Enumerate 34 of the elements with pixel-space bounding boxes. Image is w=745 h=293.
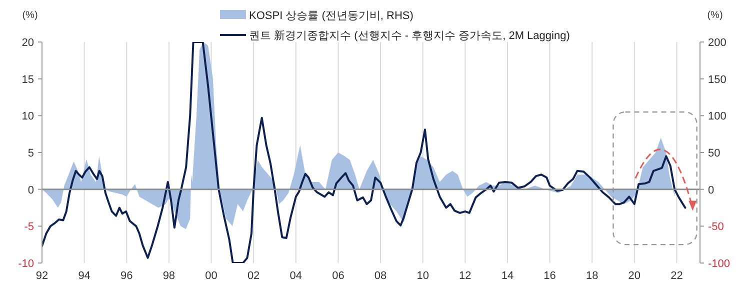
y2-axis-title: (%) <box>707 10 723 21</box>
y2-tick-label: 100 <box>708 110 726 123</box>
x-tick-label: 96 <box>120 270 133 282</box>
x-tick-label: 10 <box>416 270 429 282</box>
x-tick-label: 12 <box>459 270 472 282</box>
x-tick-label: 06 <box>332 270 344 282</box>
y-tick-label: 0 <box>28 184 34 196</box>
x-tick-label: 98 <box>162 270 176 282</box>
y2-tick-label: -50 <box>708 221 724 234</box>
x-tick-label: 08 <box>374 270 387 282</box>
y-tick-label: 15 <box>22 74 34 86</box>
x-tick-label: 20 <box>628 270 641 282</box>
x-tick-label: 04 <box>290 270 302 282</box>
y2-tick-label: 50 <box>708 148 720 160</box>
legend-label: KOSPI 상승률 (전년동기비, RHS) <box>249 10 414 22</box>
x-tick-label: 94 <box>78 270 90 282</box>
y-tick-label: 10 <box>22 110 34 123</box>
y-tick-label: 5 <box>28 148 34 160</box>
y-tick-label: 20 <box>22 37 34 49</box>
y2-tick-label: 0 <box>708 184 714 196</box>
y2-tick-label: 150 <box>708 74 726 86</box>
x-tick-label: 02 <box>247 270 260 282</box>
y2-tick-label: 200 <box>708 37 726 49</box>
y-axis-title: (%) <box>22 10 38 21</box>
x-tick-label: 14 <box>501 270 514 282</box>
x-tick-label: 92 <box>36 270 48 282</box>
x-tick-label: 00 <box>205 270 218 282</box>
x-tick-label: 22 <box>670 270 683 282</box>
y-tick-label: -10 <box>18 258 34 270</box>
y-tick-label: -5 <box>24 221 34 234</box>
x-tick-label: 18 <box>586 270 598 282</box>
y2-tick-label: -100 <box>708 258 730 270</box>
x-tick-label: 16 <box>544 270 556 282</box>
legend-label: 퀀트 新경기종합지수 (선행지수 - 후행지수 증가속도, 2M Lagging) <box>249 29 570 42</box>
